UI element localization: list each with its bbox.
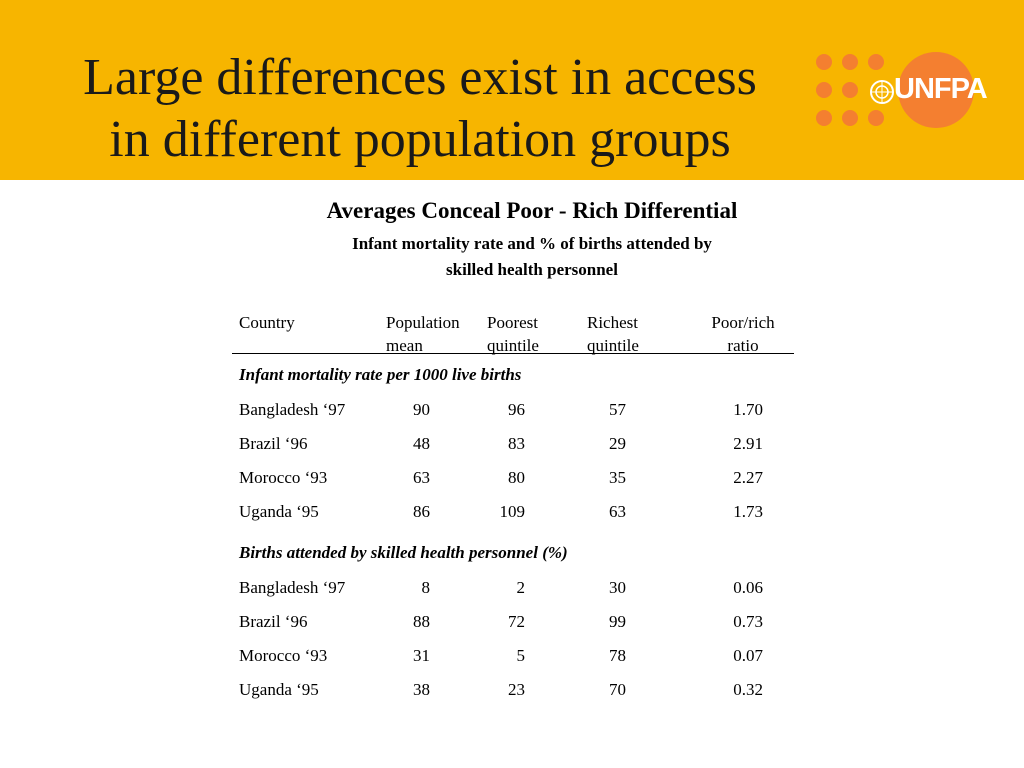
cell-ratio: 0.06 bbox=[733, 578, 763, 597]
column-header-poor-rich-ratio: Poor/rich ratio bbox=[702, 311, 784, 357]
cell-country: Brazil ‘96 bbox=[239, 434, 308, 453]
logo-dot bbox=[842, 82, 858, 98]
cell-population-mean: 8 bbox=[421, 578, 431, 597]
cell-richest: 63 bbox=[609, 502, 626, 521]
cell-poorest: 23 bbox=[508, 680, 525, 699]
column-header-line-1: Poorest bbox=[487, 313, 538, 332]
section-title-infant-mortality: Infant mortality rate per 1000 live birt… bbox=[239, 365, 522, 384]
table-subheading-line-1: Infant mortality rate and % of births at… bbox=[352, 234, 712, 253]
column-header-line-2: mean bbox=[386, 336, 423, 355]
cell-country: Bangladesh ‘97 bbox=[239, 400, 346, 419]
slide-title: Large differences exist in access in dif… bbox=[20, 47, 820, 171]
cell-country: Morocco ‘93 bbox=[239, 468, 328, 487]
cell-richest: 30 bbox=[609, 578, 626, 597]
cell-population-mean: 90 bbox=[413, 400, 430, 419]
table-subheading: Infant mortality rate and % of births at… bbox=[232, 231, 832, 283]
column-header-line-1: Richest bbox=[587, 313, 638, 332]
logo-dot bbox=[868, 110, 884, 126]
unfpa-logo: UNFPA bbox=[812, 48, 988, 132]
un-emblem-icon bbox=[870, 80, 894, 104]
cell-richest: 99 bbox=[609, 612, 626, 631]
logo-dot bbox=[816, 82, 832, 98]
cell-country: Brazil ‘96 bbox=[239, 612, 308, 631]
logo-disc bbox=[898, 52, 974, 128]
cell-richest: 57 bbox=[609, 400, 626, 419]
column-header-line-2: ratio bbox=[727, 336, 759, 355]
cell-country: Morocco ‘93 bbox=[239, 646, 328, 665]
cell-poorest: 80 bbox=[508, 468, 525, 487]
column-header-line-1: Population bbox=[386, 313, 460, 332]
column-header-poorest-quintile: Poorest quintile bbox=[487, 311, 539, 357]
logo-dot bbox=[816, 110, 832, 126]
column-header-line-1: Poor/rich bbox=[711, 313, 775, 332]
column-header-country: Country bbox=[239, 311, 295, 334]
cell-population-mean: 63 bbox=[413, 468, 430, 487]
column-header-line-2: quintile bbox=[587, 336, 639, 355]
column-header-richest-quintile: Richest quintile bbox=[587, 311, 639, 357]
cell-ratio: 0.32 bbox=[733, 680, 763, 699]
cell-richest: 29 bbox=[609, 434, 626, 453]
table-subheading-line-2: skilled health personnel bbox=[446, 260, 618, 279]
section-title-births-attended: Births attended by skilled health person… bbox=[239, 543, 568, 562]
cell-richest: 70 bbox=[609, 680, 626, 699]
cell-ratio: 2.91 bbox=[733, 434, 763, 453]
cell-population-mean: 48 bbox=[413, 434, 430, 453]
cell-ratio: 0.73 bbox=[733, 612, 763, 631]
cell-ratio: 1.73 bbox=[733, 502, 763, 521]
slide-title-line-2: in different population groups bbox=[109, 111, 731, 168]
column-header-population-mean: Population mean bbox=[386, 311, 460, 357]
cell-poorest: 96 bbox=[508, 400, 525, 419]
cell-population-mean: 88 bbox=[413, 612, 430, 631]
logo-dot bbox=[842, 54, 858, 70]
cell-poorest: 83 bbox=[508, 434, 525, 453]
logo-dot bbox=[842, 110, 858, 126]
cell-ratio: 0.07 bbox=[733, 646, 763, 665]
table-heading: Averages Conceal Poor - Rich Differentia… bbox=[326, 198, 738, 223]
cell-poorest: 109 bbox=[499, 502, 526, 521]
cell-richest: 78 bbox=[609, 646, 626, 665]
cell-population-mean: 86 bbox=[413, 502, 430, 521]
cell-poorest: 5 bbox=[516, 646, 526, 665]
cell-ratio: 2.27 bbox=[733, 468, 763, 487]
cell-country: Bangladesh ‘97 bbox=[239, 578, 346, 597]
logo-dot bbox=[868, 54, 884, 70]
slide-title-line-1: Large differences exist in access bbox=[83, 49, 757, 106]
cell-richest: 35 bbox=[609, 468, 626, 487]
cell-poorest: 2 bbox=[516, 578, 526, 597]
cell-population-mean: 31 bbox=[413, 646, 430, 665]
header-divider bbox=[232, 353, 794, 354]
cell-ratio: 1.70 bbox=[733, 400, 763, 419]
cell-population-mean: 38 bbox=[413, 680, 430, 699]
logo-dot bbox=[816, 54, 832, 70]
column-header-line-1: Country bbox=[239, 313, 295, 332]
cell-country: Uganda ‘95 bbox=[239, 680, 319, 699]
cell-poorest: 72 bbox=[508, 612, 525, 631]
logo-text: UNFPA bbox=[894, 73, 988, 105]
column-header-line-2: quintile bbox=[487, 336, 539, 355]
cell-country: Uganda ‘95 bbox=[239, 502, 319, 521]
